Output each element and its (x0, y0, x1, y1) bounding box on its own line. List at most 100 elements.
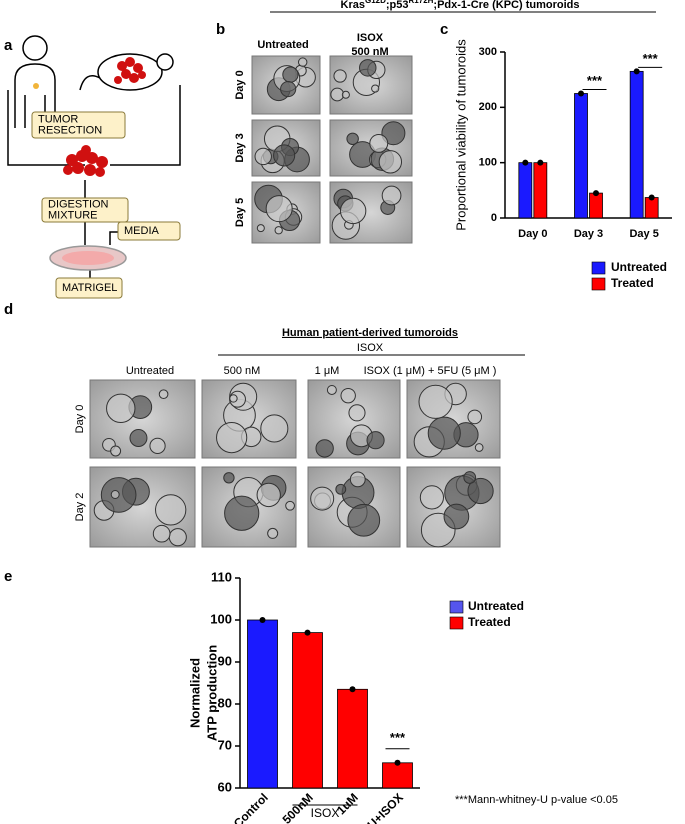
column-label: ISOX (1 μM) + 5FU (5 μM ) (364, 365, 497, 377)
y-tick-label: 100 (210, 611, 232, 626)
organoid (285, 500, 295, 511)
mean-dot (633, 68, 640, 75)
mean-dot (522, 159, 529, 166)
organoid (347, 503, 381, 537)
mean-dot (578, 90, 584, 97)
bar (382, 762, 413, 789)
mean-dot (537, 159, 544, 166)
legend-label: Treated (611, 276, 654, 290)
organoid (463, 471, 477, 484)
row-label: Day 0 (74, 405, 86, 434)
y-tick-label: 0 (491, 212, 497, 224)
step-label: MIXTURE (48, 209, 98, 221)
y-axis-label: Proportional viability of tumoroids (453, 39, 468, 231)
column-label: Untreated (257, 39, 308, 51)
organoid (419, 485, 445, 510)
column-label: 1 μM (315, 365, 340, 377)
x-tick-label: Day 3 (574, 228, 603, 240)
bar (644, 197, 659, 219)
bar (533, 162, 548, 219)
organoid (333, 69, 347, 83)
legend-swatch (449, 600, 464, 614)
column-label: ISOX (357, 32, 384, 44)
step-box (31, 111, 126, 139)
header-part: Kras (341, 0, 365, 11)
organoid (168, 528, 187, 547)
organoid (330, 87, 345, 102)
organoid (274, 226, 283, 235)
organoid (339, 197, 367, 225)
y-tick-label: 80 (218, 695, 232, 710)
organoid (381, 121, 406, 146)
bar (589, 192, 603, 219)
organoid (280, 80, 297, 98)
column-label: 500 nM (224, 365, 261, 377)
header-part: G12D (365, 0, 386, 5)
organoid (260, 414, 289, 443)
organoid (158, 389, 169, 400)
organoid (155, 494, 187, 526)
organoid (371, 84, 380, 93)
legend-swatch (591, 277, 606, 291)
row-label: Day 2 (74, 493, 86, 522)
header: KrasG12D;p53R172H;Pdx-1-Cre (KPC) tumoro… (341, 0, 580, 11)
y-axis-label: ATP production (204, 645, 219, 741)
bar (518, 162, 533, 219)
organoid (366, 431, 385, 450)
organoid (349, 471, 366, 488)
step-label: MATRIGEL (62, 282, 117, 294)
column-label: 500 nM (351, 46, 388, 58)
legend-label: Untreated (611, 260, 667, 274)
header-part: R172H (409, 0, 434, 5)
legend-swatch (591, 261, 606, 275)
organoid (348, 404, 366, 422)
legend-label: Treated (468, 615, 511, 629)
organoid (282, 66, 299, 83)
organoid (265, 195, 293, 223)
y-tick-label: 60 (218, 779, 232, 794)
x-tick-label: Day 0 (518, 228, 547, 240)
mean-dot (394, 759, 401, 766)
panel-letter: b (216, 21, 225, 38)
organoid (467, 477, 494, 505)
organoid (381, 185, 402, 206)
organoid (378, 150, 403, 174)
legend-swatch (449, 616, 464, 630)
organoid (315, 439, 334, 458)
bar (292, 632, 323, 789)
panel-letter: d (4, 301, 13, 318)
organoid (467, 409, 483, 425)
organoid (149, 437, 166, 455)
y-axis-label: Normalized (187, 658, 202, 728)
bar (337, 688, 368, 789)
step-label: RESECTION (38, 124, 102, 136)
x-tick-label: 5FU+ISOX (355, 790, 406, 824)
y-tick-label: 200 (479, 101, 497, 113)
organoid (418, 384, 453, 419)
row-label: Day 3 (234, 133, 246, 162)
micrographs (89, 55, 501, 548)
organoid (346, 132, 359, 146)
row-label: Day 0 (234, 70, 246, 99)
step-label: DIGESTION (48, 198, 109, 210)
y-tick-label: 70 (218, 737, 232, 752)
header: Human patient-derived tumoroids (282, 327, 458, 339)
tumor (33, 57, 146, 177)
step-box (41, 197, 129, 223)
group-label: ISOX (311, 806, 340, 820)
organoid (310, 486, 335, 511)
x-tick-label: Control (231, 790, 271, 824)
row-label: Day 5 (234, 198, 246, 227)
organoid (267, 527, 279, 539)
organoid (106, 393, 136, 424)
step-label: TUMOR (38, 113, 78, 125)
y-tick-label: 110 (211, 569, 232, 584)
organoid (359, 59, 377, 77)
mean-dot (304, 629, 311, 636)
mean-dot (349, 686, 356, 693)
organoid (254, 147, 272, 166)
organoid (256, 224, 265, 233)
organoid (152, 524, 171, 543)
bar (247, 619, 278, 789)
organoid (297, 57, 308, 67)
